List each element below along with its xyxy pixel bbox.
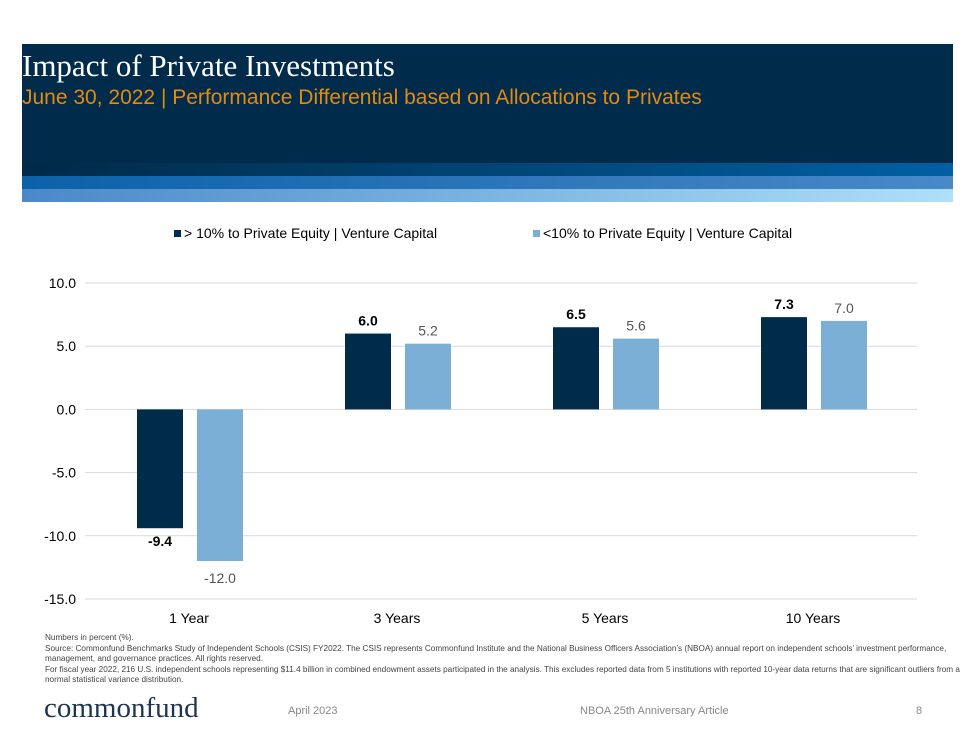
bar — [553, 327, 599, 410]
page-number: 8 — [916, 705, 923, 717]
page-subtitle: June 30, 2022 | Performance Differential… — [22, 86, 702, 109]
bar — [197, 409, 243, 562]
note: Numbers in percent (%). — [45, 633, 134, 642]
y-tick-label: -5.0 — [52, 465, 76, 481]
data-label: 6.0 — [358, 313, 378, 329]
bar — [405, 343, 451, 410]
x-tick-label: 1 Year — [169, 610, 209, 626]
x-tick-label: 5 Years — [582, 610, 629, 626]
data-label: 6.5 — [566, 306, 586, 322]
commonfund-logo: commonfund — [44, 692, 199, 724]
data-label: -9.4 — [148, 533, 172, 549]
bar — [761, 317, 807, 410]
page-title: Impact of Private Investments — [22, 48, 395, 83]
data-label: 7.0 — [834, 300, 854, 316]
header-band — [22, 44, 953, 163]
y-tick-label: -15.0 — [44, 591, 76, 607]
note: Source: Commonfund Benchmarks Study of I… — [45, 643, 947, 664]
footnotes: Numbers in percent (%). Source: Commonfu… — [45, 633, 960, 686]
y-tick-label: 0.0 — [57, 401, 77, 417]
y-tick-label: -10.0 — [44, 528, 76, 544]
data-label: -12.0 — [204, 570, 236, 586]
legend-swatch — [174, 229, 181, 237]
bar — [821, 320, 867, 410]
stripe — [22, 176, 953, 189]
y-tick-label: 10.0 — [49, 275, 76, 291]
footer-article: NBOA 25th Anniversary Article — [580, 705, 729, 717]
legend-item: <10% to Private Equity | Venture Capital — [533, 225, 792, 241]
bar — [345, 333, 391, 410]
data-label: 5.2 — [418, 323, 438, 339]
legend-label: > 10% to Private Equity | Venture Capita… — [184, 225, 438, 241]
stripe — [22, 163, 953, 176]
bar — [137, 409, 183, 529]
stripe — [22, 189, 953, 202]
legend-item: > 10% to Private Equity | Venture Capita… — [174, 225, 437, 241]
footer-date: April 2023 — [288, 705, 338, 717]
data-label: 7.3 — [774, 296, 794, 312]
legend-label: <10% to Private Equity | Venture Capital — [543, 225, 793, 241]
y-tick-label: 5.0 — [57, 338, 77, 354]
note: For fiscal year 2022, 216 U.S. independe… — [45, 664, 960, 685]
bar-chart: 10.0 5.0 0.0 -5.0 -10.0 -15.0 1 Year -9.4 -12.0 3… — [44, 275, 917, 626]
data-label: 5.6 — [626, 318, 646, 334]
x-tick-label: 3 Years — [374, 610, 421, 626]
bar — [613, 338, 659, 410]
x-tick-label: 10 Years — [786, 610, 841, 626]
legend-swatch — [533, 229, 540, 237]
